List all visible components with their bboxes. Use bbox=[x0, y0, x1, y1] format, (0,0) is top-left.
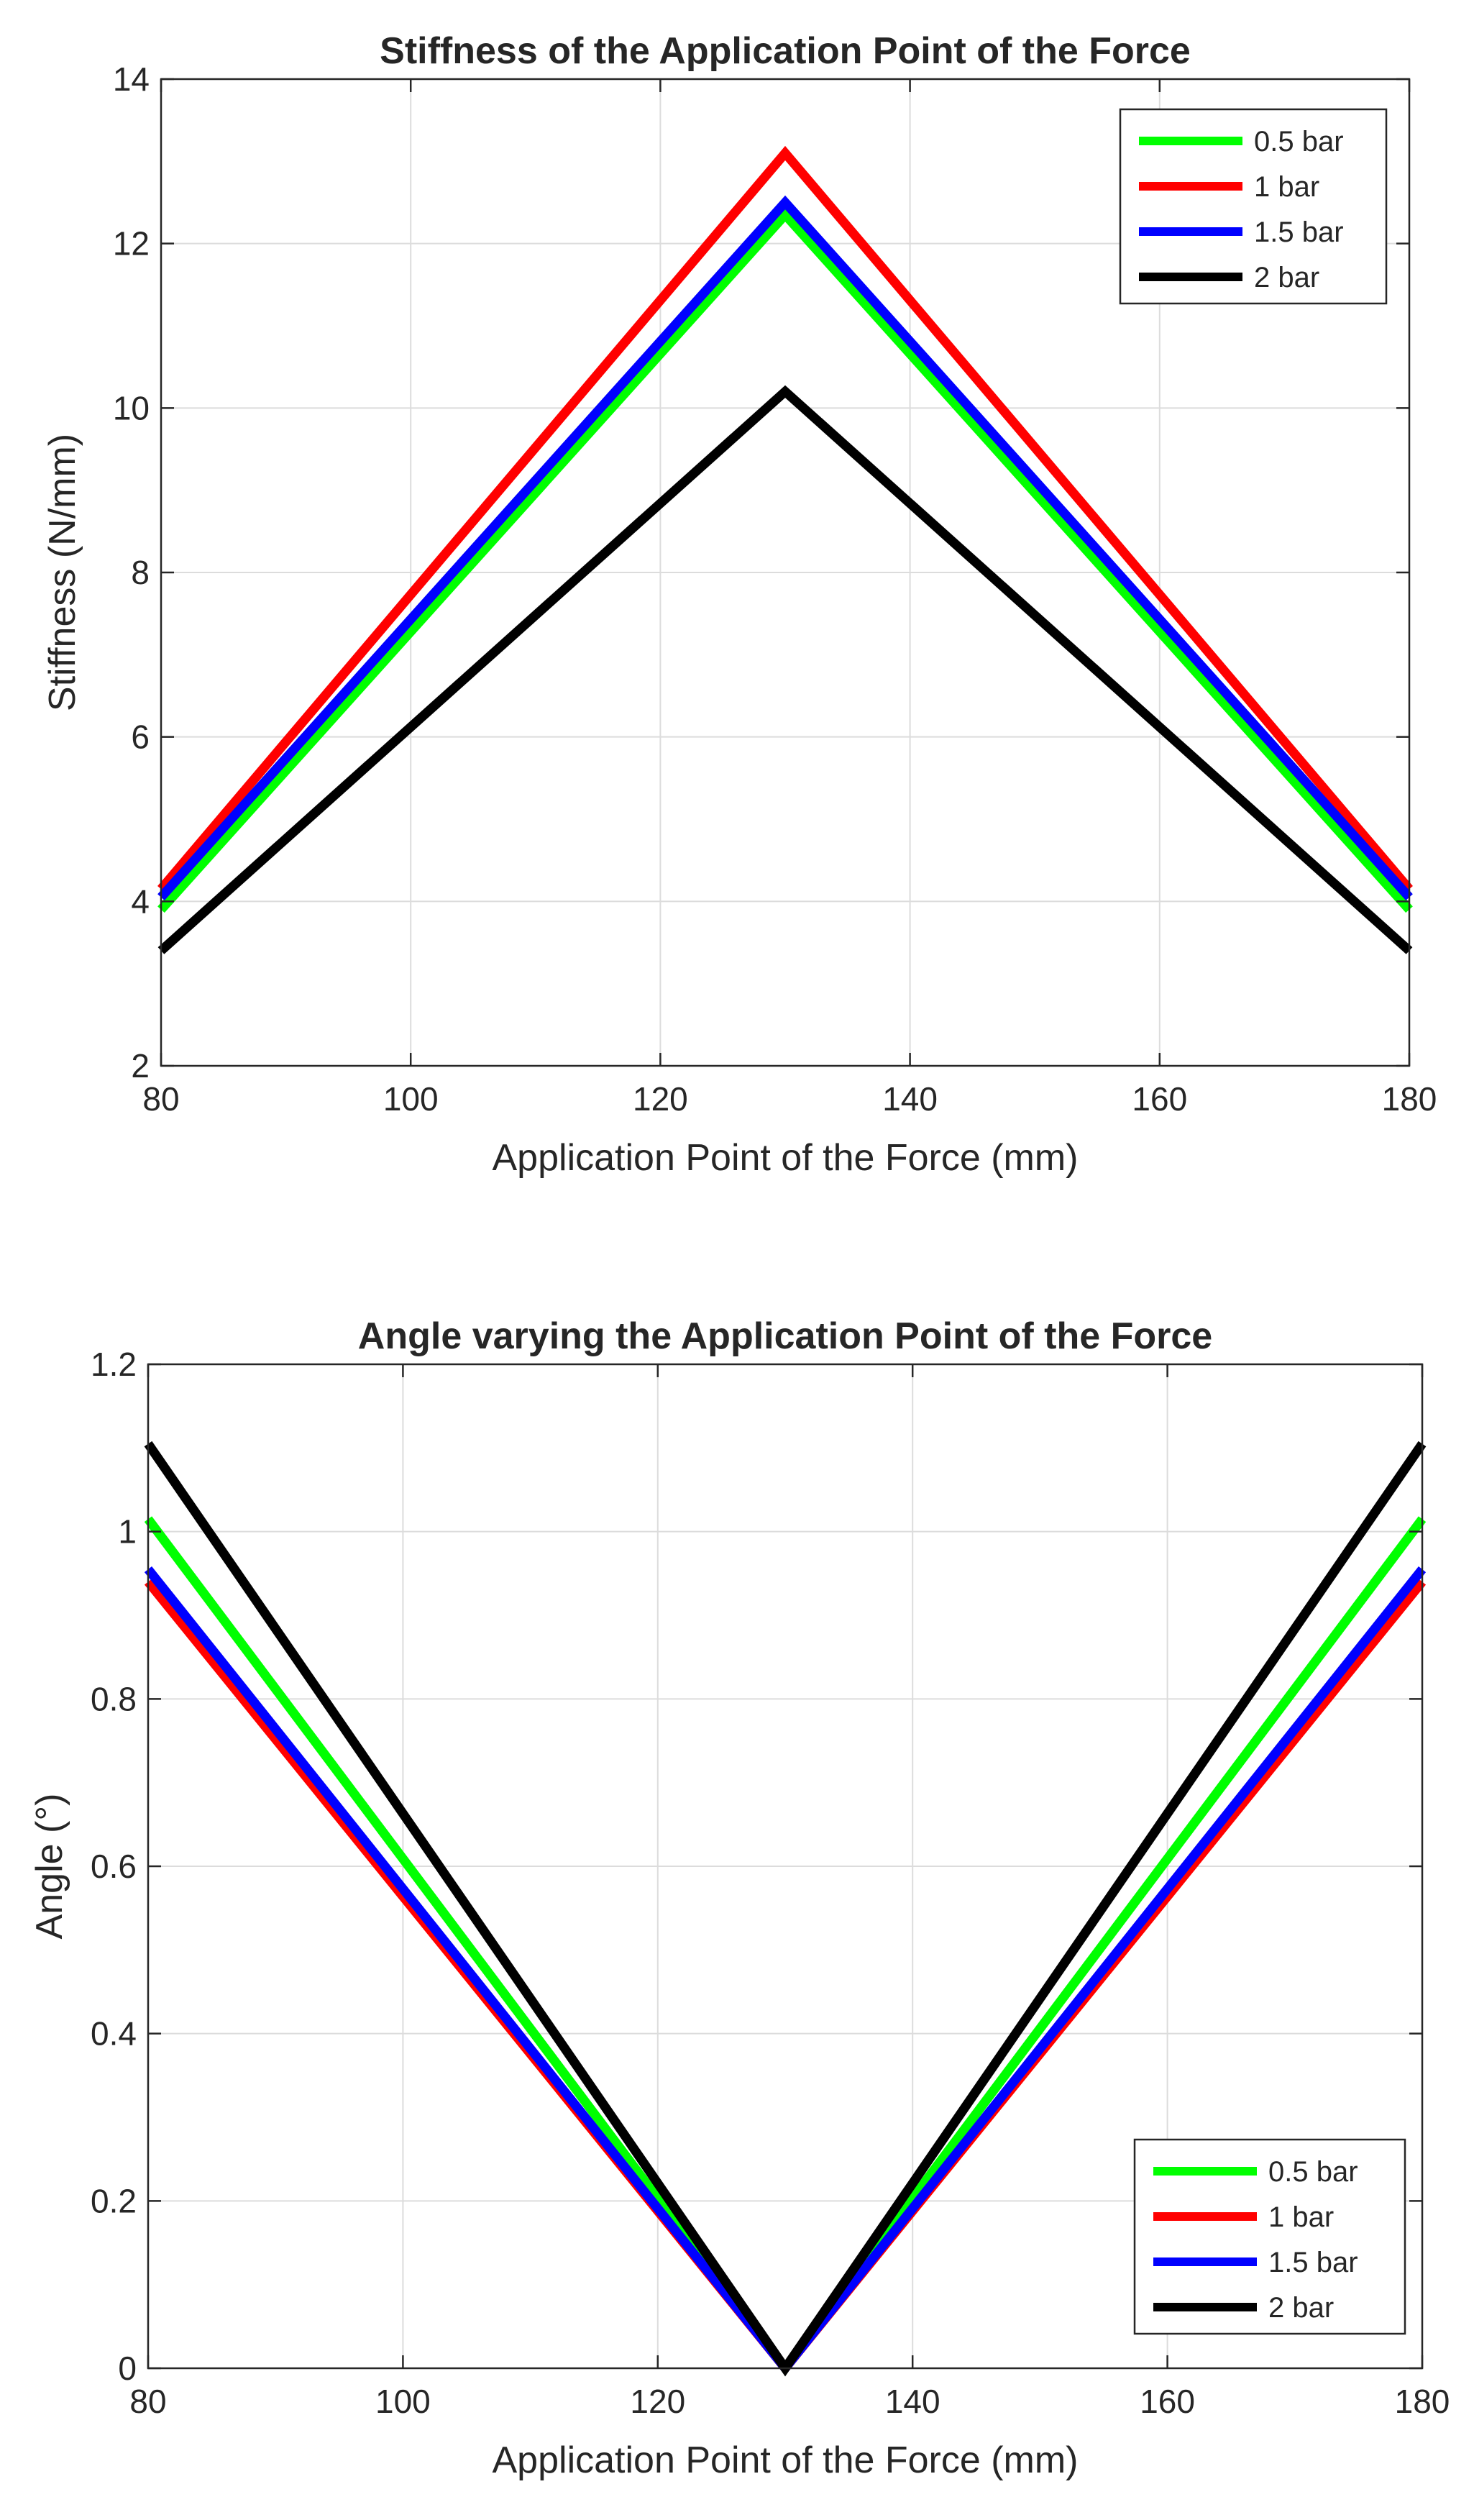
y-tick-label: 14 bbox=[113, 60, 150, 98]
x-tick-label: 180 bbox=[1382, 1080, 1437, 1118]
y-tick-label: 0.4 bbox=[91, 2015, 137, 2053]
series-line-1-bar bbox=[157, 145, 1413, 892]
series-line-2-bar bbox=[157, 385, 1413, 954]
y-tick-label: 0.6 bbox=[91, 1848, 137, 1885]
legend-label: 0.5 bar bbox=[1254, 126, 1344, 158]
x-tick-label: 80 bbox=[129, 2383, 166, 2420]
y-tick-label: 8 bbox=[131, 554, 150, 591]
x-tick-label: 100 bbox=[383, 1080, 439, 1118]
legend-item: 1 bar bbox=[1139, 171, 1319, 203]
x-tick-label: 180 bbox=[1395, 2383, 1450, 2420]
x-axis-label: Application Point of the Force (mm) bbox=[493, 1137, 1079, 1179]
y-tick-label: 2 bbox=[131, 1047, 150, 1085]
legend: 0.5 bar 1 bar 1.5 bar 2 bar bbox=[1133, 2138, 1406, 2335]
series-line-1-5-bar bbox=[157, 195, 1413, 900]
legend-label: 1.5 bar bbox=[1268, 2247, 1358, 2278]
legend-label: 1 bar bbox=[1254, 171, 1319, 203]
y-tick-label: 1 bbox=[118, 1513, 137, 1551]
x-tick-label: 120 bbox=[633, 1080, 688, 1118]
y-tick-label: 4 bbox=[131, 882, 150, 920]
x-tick-label: 100 bbox=[375, 2383, 431, 2420]
x-tick-label: 120 bbox=[630, 2383, 685, 2420]
x-tick-label: 160 bbox=[1140, 2383, 1195, 2420]
legend-item: 0.5 bar bbox=[1153, 2156, 1358, 2188]
x-tick-label: 80 bbox=[142, 1080, 179, 1118]
legend-item: 1.5 bar bbox=[1139, 216, 1344, 248]
x-tick-label: 160 bbox=[1132, 1080, 1187, 1118]
y-tick-label: 6 bbox=[131, 718, 150, 756]
y-tick-label: 0 bbox=[118, 2350, 137, 2387]
chart-title: Angle varying the Application Point of t… bbox=[358, 1315, 1212, 1357]
legend-item: 0.5 bar bbox=[1139, 126, 1344, 158]
y-tick-label: 0.2 bbox=[91, 2182, 137, 2219]
chart-1: 80 100 120 140 160 180 2 4 6 8 10 12 14 Stiffness of … bbox=[42, 30, 1437, 1179]
legend-label: 1 bar bbox=[1268, 2201, 1334, 2233]
legend-label: 0.5 bar bbox=[1268, 2156, 1358, 2188]
y-axis-label: Angle (°) bbox=[29, 1794, 70, 1940]
chart-2: 80 100 120 140 160 180 0 0.2 0.4 0.6 0.8 1 1.2 Angle … bbox=[29, 1315, 1450, 2481]
y-axis-label: Stiffness (N/mm) bbox=[42, 434, 83, 711]
chart-title: Stiffness of the Application Point of th… bbox=[380, 30, 1191, 72]
legend-item: 1 bar bbox=[1153, 2201, 1334, 2233]
legend-item: 2 bar bbox=[1153, 2292, 1334, 2324]
x-axis-label: Application Point of the Force (mm) bbox=[493, 2439, 1079, 2481]
x-tick-label: 140 bbox=[885, 2383, 940, 2420]
legend: 0.5 bar 1 bar 1.5 bar 2 bar bbox=[1119, 108, 1388, 305]
legend-label: 1.5 bar bbox=[1254, 216, 1344, 248]
y-tick-label: 12 bbox=[113, 225, 150, 262]
y-tick-label: 10 bbox=[113, 389, 150, 426]
x-tick-label: 140 bbox=[882, 1080, 938, 1118]
legend-label: 2 bar bbox=[1268, 2292, 1334, 2324]
legend-label: 2 bar bbox=[1254, 262, 1319, 293]
legend-item: 2 bar bbox=[1139, 262, 1319, 293]
series-line-0-5-bar bbox=[157, 207, 1413, 913]
y-tick-label: 0.8 bbox=[91, 1680, 137, 1717]
legend-item: 1.5 bar bbox=[1153, 2247, 1358, 2278]
y-tick-label: 1.2 bbox=[91, 1346, 137, 1383]
